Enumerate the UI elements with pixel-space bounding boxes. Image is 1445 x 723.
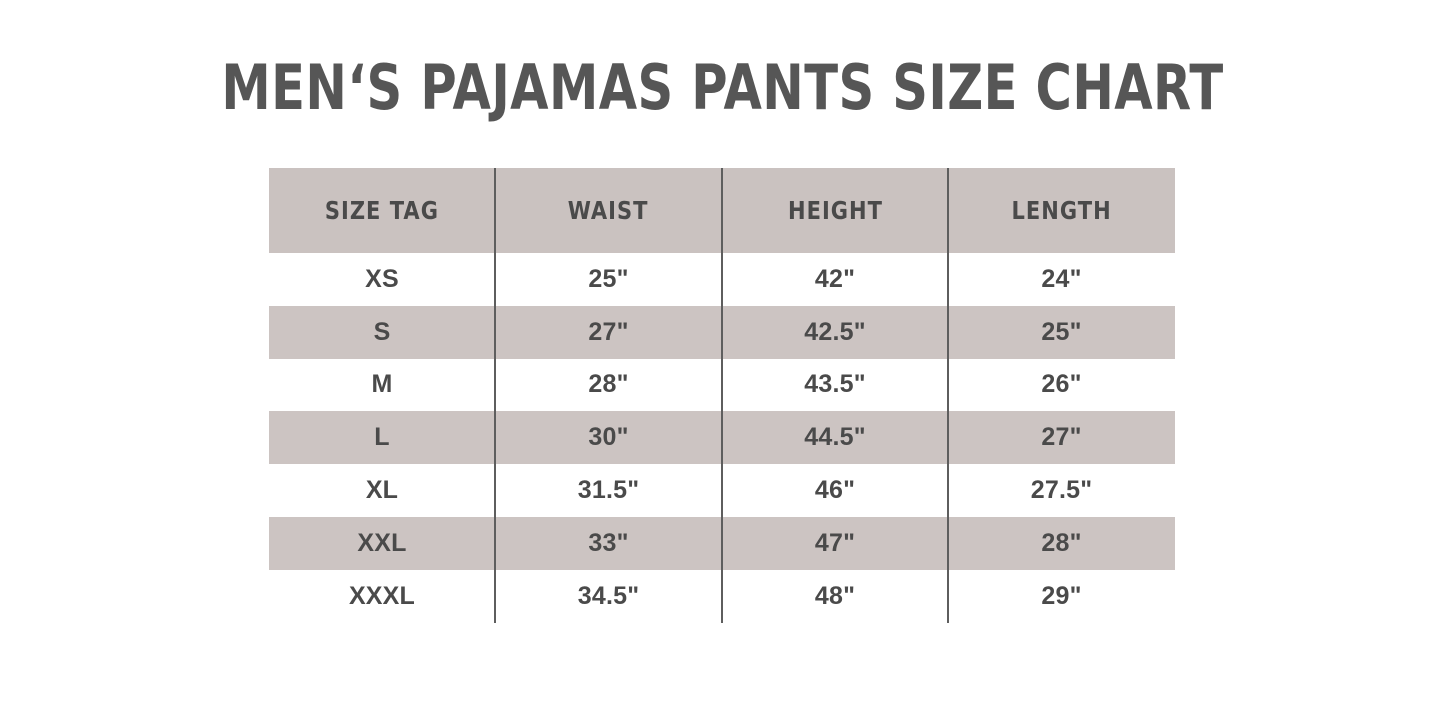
column-header-size-tag: SIZE TAG [269, 168, 495, 253]
cell-length: 27" [1041, 423, 1082, 452]
cell-height: 42" [814, 264, 856, 293]
cell-size-tag: XXL [357, 528, 407, 557]
cell-length: 27.5" [1030, 476, 1093, 505]
cell-height: 42.5" [804, 317, 866, 346]
cell-waist: 30" [588, 423, 629, 452]
cell-height: 48" [814, 581, 856, 610]
cell-height: 43.5" [804, 370, 866, 399]
cell-size-tag: S [373, 317, 391, 346]
column-header-waist-label: WAIST [568, 196, 649, 225]
cell-height: 47" [814, 528, 856, 557]
cell-waist: 31.5" [577, 476, 640, 505]
column-divider-3 [947, 168, 949, 623]
cell-waist: 27" [588, 317, 629, 346]
cell-waist: 34.5" [577, 581, 640, 610]
cell-waist: 33" [588, 528, 629, 557]
cell-waist: 25" [588, 264, 629, 293]
cell-length: 26" [1041, 370, 1082, 399]
cell-length: 25" [1041, 317, 1082, 346]
cell-length: 29" [1041, 581, 1082, 610]
size-chart-table: SIZE TAG WAIST HEIGHT LENGTH XS 25" 42" … [269, 168, 1175, 623]
cell-size-tag: XXXL [348, 581, 416, 610]
cell-size-tag: XS [365, 264, 399, 293]
column-divider-2 [721, 168, 723, 623]
column-header-length-label: LENGTH [1011, 196, 1112, 225]
column-header-size-tag-label: SIZE TAG [324, 196, 440, 225]
column-header-height-label: HEIGHT [787, 196, 883, 225]
column-divider-1 [494, 168, 496, 623]
cell-size-tag: M [371, 370, 393, 399]
cell-size-tag: XL [365, 476, 399, 505]
cell-waist: 28" [588, 370, 629, 399]
cell-length: 28" [1041, 528, 1082, 557]
cell-height: 44.5" [804, 423, 866, 452]
column-header-waist: WAIST [495, 168, 722, 253]
cell-height: 46" [814, 476, 856, 505]
cell-size-tag: L [374, 423, 390, 452]
column-header-height: HEIGHT [722, 168, 948, 253]
cell-length: 24" [1041, 264, 1082, 293]
column-header-length: LENGTH [948, 168, 1175, 253]
page-title: MEN‘S PAJAMAS PANTS SIZE CHART [221, 51, 1224, 124]
